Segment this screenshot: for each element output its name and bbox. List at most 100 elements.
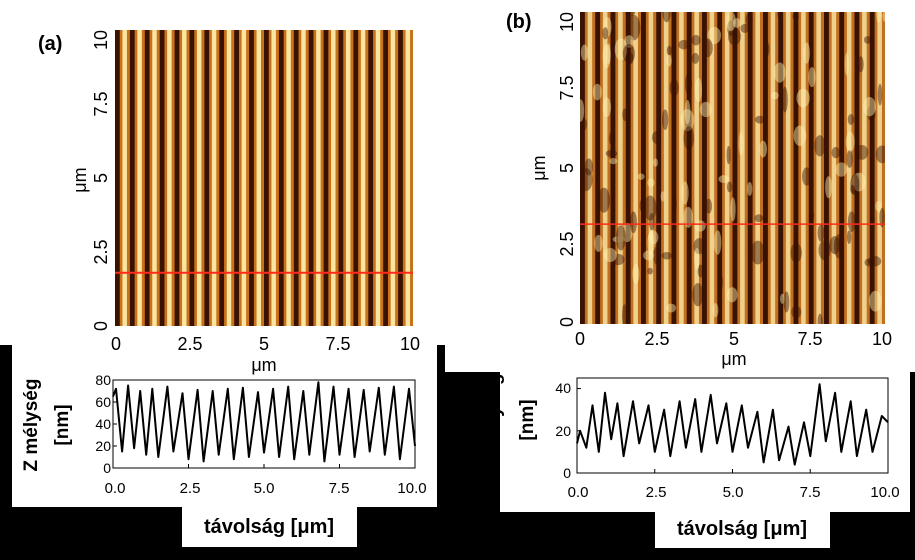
afm-grain (844, 52, 849, 76)
afm-ridge (801, 12, 806, 324)
afm-grain (825, 176, 833, 199)
afm-groove (144, 30, 150, 326)
afm-groove (353, 30, 359, 326)
chart-a-x-tick: 0.0 (105, 480, 126, 497)
afm-grain (792, 12, 799, 21)
afm-groove (808, 12, 814, 324)
afm-grain (602, 27, 609, 40)
afm-ridge (271, 30, 276, 326)
afm-groove (219, 30, 225, 326)
afm-grain (850, 184, 856, 194)
afm-grain (705, 198, 713, 214)
image-a-y-ticks: 0 2.5 5 7.5 10 (91, 30, 111, 331)
afm-groove (793, 12, 799, 324)
afm-ridge (360, 30, 366, 326)
afm-groove (383, 30, 388, 326)
image-b-x-ticks: 0 2.5 5 7.5 10 (575, 329, 892, 349)
afm-groove (610, 12, 616, 324)
afm-grain (684, 108, 690, 134)
afm-grain (694, 77, 702, 103)
afm-grain (771, 91, 779, 100)
afm-grain (777, 12, 782, 20)
afm-grain (791, 305, 802, 319)
afm-grain (876, 12, 882, 23)
image-a-y-tick: 7.5 (91, 91, 111, 116)
profile-chart-b: 0 20 40 0.0 2.5 5.0 7.5 10.0 Z mélység [… (484, 374, 900, 540)
afm-grain (817, 313, 823, 324)
afm-ridge (152, 30, 157, 326)
afm-grain (745, 12, 753, 27)
afm-ridge (755, 12, 760, 324)
afm-grain (684, 99, 691, 125)
afm-groove (671, 12, 677, 324)
afm-grain (666, 303, 677, 313)
afm-groove (747, 12, 753, 324)
chart-b-background (500, 362, 910, 512)
afm-grain (592, 83, 602, 101)
chart-a-ylabel-line2: [nm] (52, 404, 73, 445)
afm-grain (732, 18, 741, 28)
afm-grain (584, 158, 594, 176)
afm-grain (782, 86, 788, 113)
afm-groove (264, 30, 269, 326)
afm-grain (637, 173, 645, 180)
afm-grain (603, 17, 612, 37)
afm-groove (174, 30, 180, 326)
afm-grain (875, 145, 885, 164)
panel-b-label: (b) (506, 11, 532, 33)
afm-grain (793, 125, 807, 146)
afm-grain (882, 12, 885, 22)
afm-ridge (241, 30, 247, 326)
afm-groove (580, 12, 585, 324)
afm-grain (611, 253, 625, 266)
afm-grain (624, 35, 635, 48)
image-b-x-tick: 10 (872, 329, 892, 349)
afm-groove (159, 30, 165, 326)
afm-grain (597, 187, 611, 213)
chart-a-y-tick: 80 (95, 372, 111, 388)
image-b-y-ticks: 0 2.5 5 7.5 10 (557, 12, 577, 327)
afm-grain (726, 12, 736, 32)
afm-grain (750, 240, 765, 265)
afm-ridge (724, 12, 730, 324)
afm-grain (662, 12, 671, 23)
afm-grain (661, 109, 669, 130)
afm-groove (854, 12, 860, 324)
afm-grain (867, 255, 882, 267)
afm-grain (653, 246, 660, 265)
chart-b-y-tick: 20 (555, 423, 571, 439)
chart-b-x-tick: 7.5 (800, 484, 821, 501)
afm-grain (693, 238, 706, 255)
afm-ridge (587, 12, 593, 324)
afm-grain (846, 230, 852, 244)
afm-grain (612, 235, 626, 243)
afm-grain (808, 210, 815, 221)
afm-grain (594, 234, 603, 252)
image-b-x-unit: μm (721, 349, 746, 369)
afm-grain (580, 99, 585, 122)
afm-groove (368, 30, 374, 326)
afm-grain (817, 223, 825, 242)
chart-a-ylabel-line1: Z mélység (21, 379, 42, 472)
afm-grain (602, 43, 611, 69)
image-b-y-tick: 0 (557, 317, 577, 327)
afm-grain (829, 236, 841, 255)
afm-ridge (286, 30, 291, 326)
afm-groove (308, 30, 314, 326)
afm-groove (189, 30, 195, 326)
afm-grain (681, 181, 689, 205)
afm-grain (850, 174, 860, 196)
afm-grain (833, 234, 844, 259)
afm-grain (643, 250, 655, 261)
image-b-x-tick: 5 (729, 329, 739, 349)
image-b-y-tick: 2.5 (557, 231, 577, 256)
afm-grain (632, 263, 640, 285)
afm-grain (847, 211, 856, 233)
afm-ridge (770, 12, 776, 324)
afm-grain (773, 62, 786, 83)
afm-ridge (709, 12, 715, 324)
afm-ridge (122, 30, 127, 326)
afm-grain (754, 214, 764, 223)
afm-grain (608, 131, 616, 146)
afm-ridge (618, 12, 623, 324)
